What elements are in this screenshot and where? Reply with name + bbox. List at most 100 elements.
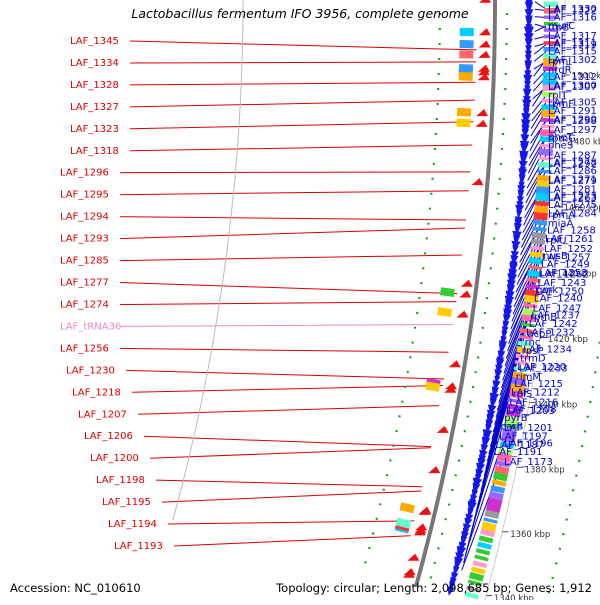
forward-gene-label: pheT	[548, 132, 574, 143]
cog-block	[537, 161, 553, 169]
forward-callout-line	[466, 443, 503, 549]
scale-tick-label: 1480 kbp	[569, 137, 600, 147]
forward-gene-label: gmk	[536, 285, 558, 296]
forward-callout-line	[485, 376, 515, 469]
forward-gene-label: LAF_1315	[548, 47, 597, 58]
cog-block	[477, 541, 492, 550]
forward-gene-arrow	[524, 9, 534, 19]
reverse-gene-arrow	[459, 290, 472, 298]
forward-gene-arrow	[525, 45, 532, 55]
reverse-gene-arrow	[478, 40, 491, 48]
cog-block	[464, 591, 479, 600]
feature-tracks	[394, 0, 559, 600]
cog-block	[543, 28, 558, 32]
forward-callout-line	[534, 44, 547, 55]
reverse-callout-line	[119, 324, 453, 327]
forward-gene-label: rpmI	[548, 57, 571, 68]
cog-block	[537, 169, 552, 174]
cog-block	[488, 491, 504, 500]
cog-block	[531, 231, 547, 240]
scale-tick-label: 1500 kbp	[572, 71, 600, 81]
forward-gene-label: LAF_1281	[548, 184, 597, 195]
forward-gene-label: LAF_1250	[535, 287, 584, 298]
cog-block	[538, 156, 553, 161]
reverse-callout-line	[155, 479, 423, 488]
cog-block	[542, 66, 558, 72]
forward-gene-label: LAF_1215	[514, 379, 563, 390]
cog-block	[475, 548, 491, 556]
reverse-callout-line	[119, 171, 471, 174]
forward-gene-label: murC	[548, 21, 575, 32]
forward-gene-label: LAF_1263	[548, 193, 597, 204]
reverse-callout-line	[173, 535, 411, 547]
forward-gene-arrow	[447, 586, 455, 596]
forward-gene-label: LAF_1261	[545, 234, 594, 245]
scale-tick-label: 1340 kbp	[494, 594, 534, 600]
cog-block	[543, 1, 559, 8]
cog-block	[525, 283, 541, 290]
cog-block	[523, 302, 538, 309]
cog-block	[517, 340, 533, 347]
cog-block	[541, 104, 556, 111]
forward-gene-label: LAF_1220	[517, 362, 566, 373]
forward-gene-label: LAF_1234	[523, 345, 572, 356]
reverse-gene-label: LAF_1323	[70, 124, 119, 135]
forward-gene-label: LAF_1284	[548, 208, 597, 219]
cog-block	[542, 58, 558, 67]
outer-ring	[482, 0, 566, 605]
scale-tick-label: 1380 kbp	[525, 465, 565, 475]
backbone-arc	[413, 0, 497, 588]
scale-tick-label: 1400 kbp	[537, 400, 577, 410]
reverse-gene-label: LAF_1200	[90, 453, 139, 464]
reverse-gene-label: LAF_1328	[70, 80, 119, 91]
forward-gene-label: LAF_1232	[526, 328, 575, 339]
cog-block	[499, 441, 515, 449]
forward-gene-label: LAF_1187	[495, 440, 544, 451]
inner-ring	[172, 0, 244, 521]
reverse-gene-label: LAF_1295	[60, 190, 109, 201]
forward-callout-line	[528, 136, 547, 167]
reverse-cog-block	[425, 381, 441, 392]
cog-block	[538, 148, 554, 156]
cog-block	[508, 390, 524, 400]
reverse-gene-label: LAF_1294	[60, 212, 109, 223]
cog-block	[534, 200, 550, 207]
forward-gene-arrow	[521, 113, 531, 126]
forward-gene-arrow	[523, 33, 534, 44]
reverse-callout-line	[129, 121, 474, 130]
cog-block	[530, 238, 546, 245]
backbone	[172, 0, 600, 605]
forward-gene-label: LAF_1317	[548, 31, 597, 42]
reverse-gene-label: LAF_1334	[70, 58, 119, 69]
reverse-gene-arrow	[478, 50, 491, 58]
forward-gene-arrow	[524, 1, 534, 15]
forward-gene-label: LAF_1240	[534, 294, 583, 305]
forward-callout-line	[534, 25, 547, 33]
forward-gene-label: LAF_1273	[548, 191, 597, 202]
forward-gene-label: LAF_1298	[548, 116, 597, 127]
forward-gene-label: LAF_1203	[506, 406, 555, 417]
reverse-gene-label: LAF_1195	[102, 497, 151, 508]
cog-block	[539, 143, 554, 148]
cog-block	[478, 535, 494, 544]
forward-gene-label: LAF_1287	[548, 150, 597, 161]
cog-block	[542, 84, 557, 92]
reverse-gene-label: LAF_1285	[60, 256, 109, 267]
reverse-cog-block	[439, 287, 455, 298]
forward-gene-arrow	[524, 38, 533, 50]
reverse-callout-line	[167, 520, 415, 525]
forward-gene-label: rpsP	[522, 346, 544, 357]
cog-block	[533, 205, 549, 215]
cog-block	[467, 579, 483, 587]
reverse-gene-arrow	[415, 523, 427, 531]
cog-block	[513, 366, 528, 372]
cog-block	[539, 136, 554, 143]
cog-block	[524, 289, 540, 297]
forward-callout-line	[534, 1, 547, 10]
reverse-cog-block	[456, 118, 471, 128]
dot-track-2	[544, 333, 600, 605]
forward-gene-label: LAF_1237	[531, 311, 580, 322]
forward-gene-label: rplS	[513, 389, 533, 400]
reverse-callout-line	[119, 216, 467, 221]
